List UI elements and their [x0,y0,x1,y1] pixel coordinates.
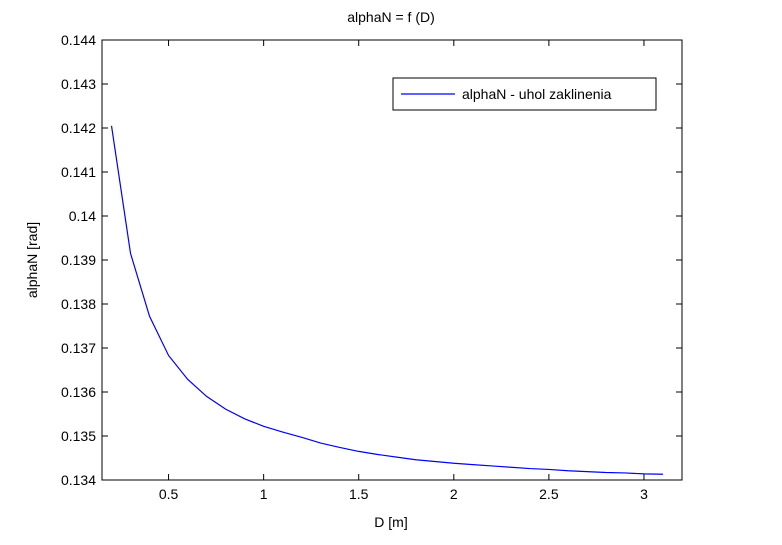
y-tick-label: 0.143 [61,76,96,92]
y-tick-label: 0.141 [61,164,96,180]
x-axis: 0.5 1 1.5 2 2.5 3 [159,40,648,502]
y-tick-label: 0.144 [61,32,96,48]
y-tick-label: 0.142 [61,120,96,136]
y-tick-label: 0.135 [61,428,96,444]
series-layer [110,125,663,475]
y-tick-label: 0.139 [61,252,96,268]
y-tick-label: 0.138 [61,296,96,312]
plot-area [101,39,683,481]
y-tick-label: 0.134 [61,472,96,488]
y-tick-label: 0.137 [61,340,96,356]
x-tick-label: 2 [450,486,458,502]
x-axis-label: D [m] [374,514,407,530]
x-tick-label: 2.5 [539,486,559,502]
x-tick-label: 3 [640,486,648,502]
x-tick-label: 1 [260,486,268,502]
series-line [110,125,663,475]
legend-entry-label: alphaN - uhol zaklinenia [462,86,612,102]
x-tick-label: 0.5 [159,486,179,502]
legend: alphaN - uhol zaklinenia [392,77,657,111]
y-tick-label: 0.136 [61,384,96,400]
x-tick-label: 1.5 [349,486,369,502]
y-axis: 0.134 0.135 0.136 0.137 0.138 0.139 0.14 0.141 0… [61,32,682,488]
y-tick-label: 0.14 [69,208,96,224]
y-axis-label: alphaN [rad] [24,222,40,298]
chart-title: alphaN = f (D) [347,9,435,25]
